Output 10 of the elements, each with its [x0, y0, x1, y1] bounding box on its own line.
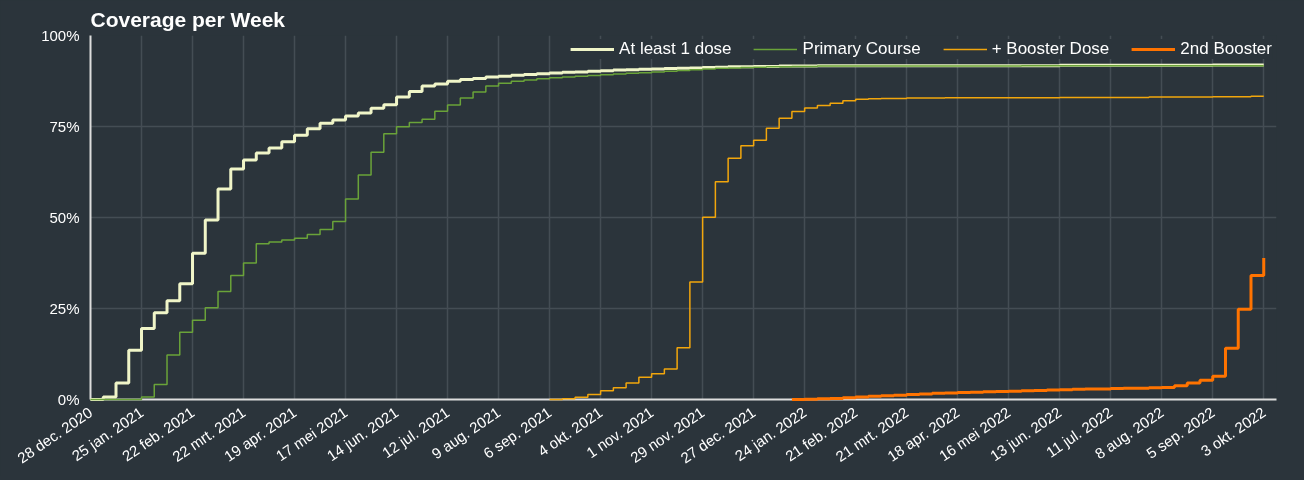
legend-label: At least 1 dose [619, 39, 732, 59]
chart-title: Coverage per Week [90, 7, 286, 31]
legend-label: 2nd Booster [1180, 39, 1272, 59]
y-tick-label: 100% [41, 27, 80, 44]
y-tick-label: 50% [49, 209, 80, 226]
legend-label: Primary Course [802, 39, 921, 59]
y-tick-label: 75% [49, 118, 80, 135]
legend-label: + Booster Dose [991, 39, 1110, 59]
y-tick-label: 25% [49, 300, 80, 317]
y-tick-label: 0% [57, 391, 80, 408]
